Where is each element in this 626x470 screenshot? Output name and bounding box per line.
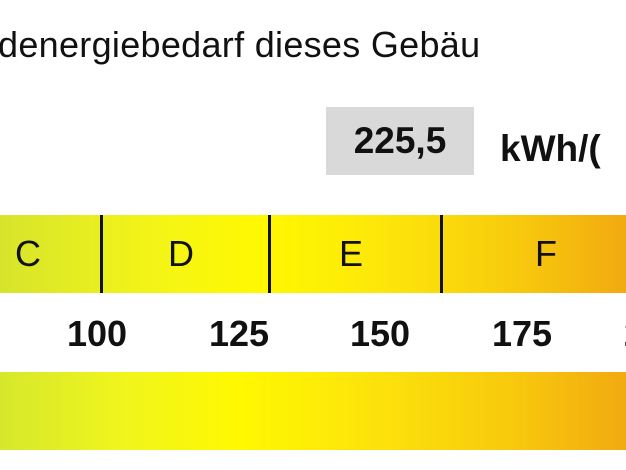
class-divider xyxy=(268,215,271,293)
class-label-f: F xyxy=(535,233,557,274)
scale-tick: 2 xyxy=(624,312,626,356)
energy-gradient-bar xyxy=(0,372,626,450)
class-label-d: D xyxy=(168,233,194,274)
class-label-e: E xyxy=(338,233,364,274)
class-divider xyxy=(440,215,443,293)
class-label-c: C xyxy=(15,233,41,274)
energy-demand-heading: denergiebedarf dieses Gebäu xyxy=(0,24,481,65)
class-divider xyxy=(100,215,103,293)
scale-tick: 100 xyxy=(66,313,128,354)
energy-class-scale: C D E F xyxy=(0,215,626,293)
scale-tick: 175 xyxy=(491,313,553,354)
energy-unit-label: kWh/( xyxy=(500,128,601,169)
energy-value-box: 225,5 xyxy=(326,107,474,175)
scale-tick: 150 xyxy=(349,313,411,354)
scale-tick: 125 xyxy=(208,313,270,354)
